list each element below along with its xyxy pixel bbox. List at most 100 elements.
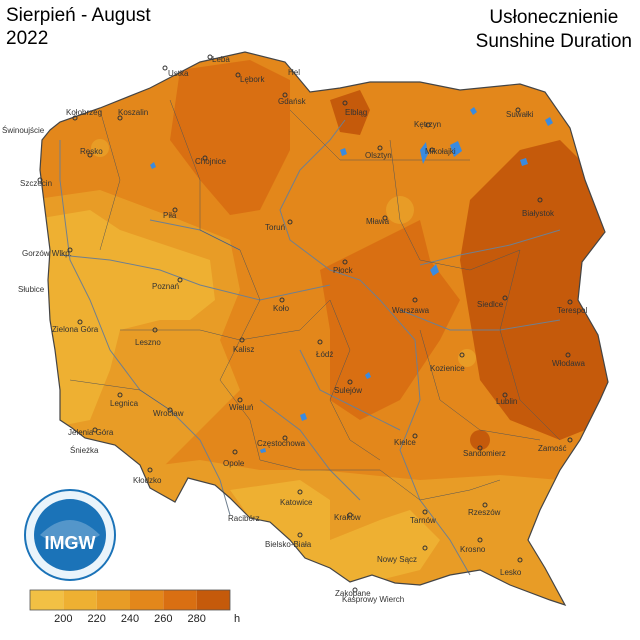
city-dot-legnica bbox=[117, 392, 123, 398]
city-dot-czestochowa bbox=[282, 435, 288, 441]
city-label-pila: Piła bbox=[163, 211, 177, 220]
city-dot-lodz bbox=[317, 339, 323, 345]
city-dot-kalisz bbox=[239, 337, 245, 343]
city-dot-opole bbox=[232, 449, 238, 455]
city-label-nowy-sacz: Nowy Sącz bbox=[377, 555, 417, 564]
title-parameter-english: Sunshine Duration bbox=[475, 31, 632, 52]
city-dot-wlodawa bbox=[565, 352, 571, 358]
city-dot-ustka bbox=[162, 65, 168, 71]
city-dot-siedlce bbox=[502, 295, 508, 301]
title-month: Sierpień - August bbox=[6, 5, 151, 26]
city-label-resko: Resko bbox=[80, 147, 103, 156]
legend-tick-label: 220 bbox=[87, 613, 105, 625]
city-dot-kielce bbox=[412, 433, 418, 439]
city-dot-zakopane bbox=[352, 587, 358, 593]
city-label-czestochowa: Częstochowa bbox=[257, 439, 306, 448]
city-label-lesko: Lesko bbox=[500, 568, 522, 577]
city-label-lublin: Lublin bbox=[496, 397, 517, 406]
map-title-polish-english: Sierpień - August 2022 bbox=[6, 4, 151, 50]
city-label-gdansk: Gdańsk bbox=[278, 97, 307, 106]
city-dot-lublin bbox=[502, 392, 508, 398]
city-dot-koszalin bbox=[117, 115, 123, 121]
city-label-gorzow: Gorzów Wlkp. bbox=[22, 249, 72, 258]
city-dot-lebork bbox=[235, 72, 241, 78]
city-dot-klodzko bbox=[147, 467, 153, 473]
city-dot-leszno bbox=[152, 327, 158, 333]
city-label-opole: Opole bbox=[223, 459, 245, 468]
city-label-mlawa: Mława bbox=[366, 217, 390, 226]
legend-swatch-0 bbox=[30, 590, 64, 610]
voivodeship-borders bbox=[69, 99, 561, 501]
title-parameter-polish: Usłonecznienie bbox=[489, 7, 619, 28]
city-label-leszno: Leszno bbox=[135, 338, 161, 347]
city-dot-rzeszow bbox=[482, 502, 488, 508]
city-label-szczecin: Szczecin bbox=[20, 179, 52, 188]
logo-wordmark: IMGW bbox=[45, 533, 96, 553]
city-label-rzeszow: Rzeszów bbox=[468, 508, 501, 517]
city-dot-warszawa bbox=[412, 297, 418, 303]
legend-tick-label: 240 bbox=[121, 613, 139, 625]
city-dot-krakow bbox=[347, 512, 353, 518]
city-dot-resko bbox=[87, 152, 93, 158]
legend-swatch-5 bbox=[196, 590, 230, 610]
city-dot-bialystok bbox=[537, 197, 543, 203]
legend-unit: h bbox=[234, 613, 240, 625]
city-dot-kolo bbox=[279, 297, 285, 303]
city-label-klodzko: Kłodzko bbox=[133, 476, 162, 485]
city-dot-wroclaw bbox=[167, 407, 173, 413]
city-dot-terespol bbox=[567, 299, 573, 305]
logo-swoosh bbox=[40, 520, 100, 545]
city-dot-pila bbox=[172, 207, 178, 213]
city-dot-mikolajki bbox=[429, 147, 435, 153]
city-dot-gorzow bbox=[67, 247, 73, 253]
city-dot-olsztyn bbox=[377, 145, 383, 151]
city-label-terespol: Terespol bbox=[557, 306, 587, 315]
city-dot-nowy-sacz bbox=[422, 545, 428, 551]
city-labels: Ustka Łeba Lębork Hel Gdańsk Elbląg Koło… bbox=[2, 54, 587, 604]
city-label-zielona-gora: Zielona Góra bbox=[52, 325, 99, 334]
city-label-kalisz: Kalisz bbox=[233, 345, 254, 354]
city-label-poznan: Poznań bbox=[152, 282, 179, 291]
legend-swatch-4 bbox=[163, 590, 197, 610]
city-label-koszalin: Koszalin bbox=[118, 108, 148, 117]
city-label-kolobrzeg: Kołobrzeg bbox=[66, 108, 102, 117]
city-label-wroclaw: Wrocław bbox=[153, 409, 184, 418]
city-label-ketrzyn: Kętrzyn bbox=[414, 120, 441, 129]
city-dot-kozienice bbox=[459, 352, 465, 358]
city-label-wlodawa: Włodawa bbox=[552, 359, 585, 368]
city-label-krakow: Kraków bbox=[334, 513, 361, 522]
legend-tick-label: 280 bbox=[187, 613, 205, 625]
city-dot-szczecin bbox=[37, 177, 43, 183]
city-label-sulejow: Sulejów bbox=[334, 386, 362, 395]
color-legend: 200 220 240 260 280 h bbox=[29, 589, 240, 625]
city-dot-mlawa bbox=[382, 215, 388, 221]
city-label-kozienice: Kozienice bbox=[430, 364, 465, 373]
city-label-krosno: Krosno bbox=[460, 545, 486, 554]
zone-elblag-280-plus bbox=[330, 90, 370, 135]
zone-resko-220-240 bbox=[91, 139, 109, 157]
city-label-ustka: Ustka bbox=[168, 69, 189, 78]
city-dot-jelenia-gora bbox=[92, 427, 98, 433]
legend-swatch-3 bbox=[130, 590, 164, 610]
city-label-leba: Łeba bbox=[212, 55, 230, 64]
city-dot-leba bbox=[207, 54, 213, 60]
city-dot-kolobrzeg bbox=[72, 115, 78, 121]
city-label-siedlce: Siedlce bbox=[477, 300, 504, 309]
zone-north-260-280 bbox=[170, 60, 290, 215]
city-label-raciborz: Racibórz bbox=[228, 514, 260, 523]
city-dot-suwalki bbox=[515, 107, 521, 113]
city-label-warszawa: Warszawa bbox=[392, 306, 430, 315]
city-label-swinoujscie: Świnoujście bbox=[2, 126, 45, 135]
zone-sandomierz-280-plus bbox=[470, 430, 490, 450]
city-label-kasprowy-wierch: Kasprowy Wierch bbox=[342, 595, 404, 604]
city-dot-ketrzyn bbox=[425, 122, 431, 128]
city-dot-zielona-gora bbox=[77, 319, 83, 325]
legend-tick-label: 260 bbox=[154, 613, 172, 625]
city-label-tarnow: Tarnów bbox=[410, 516, 436, 525]
zone-east-260-280 bbox=[320, 220, 460, 420]
city-label-mikolajki: Mikołajki bbox=[425, 147, 456, 156]
city-label-kielce: Kielce bbox=[394, 438, 416, 447]
city-dot-zamosc bbox=[567, 437, 573, 443]
zone-200-220 bbox=[40, 210, 215, 430]
